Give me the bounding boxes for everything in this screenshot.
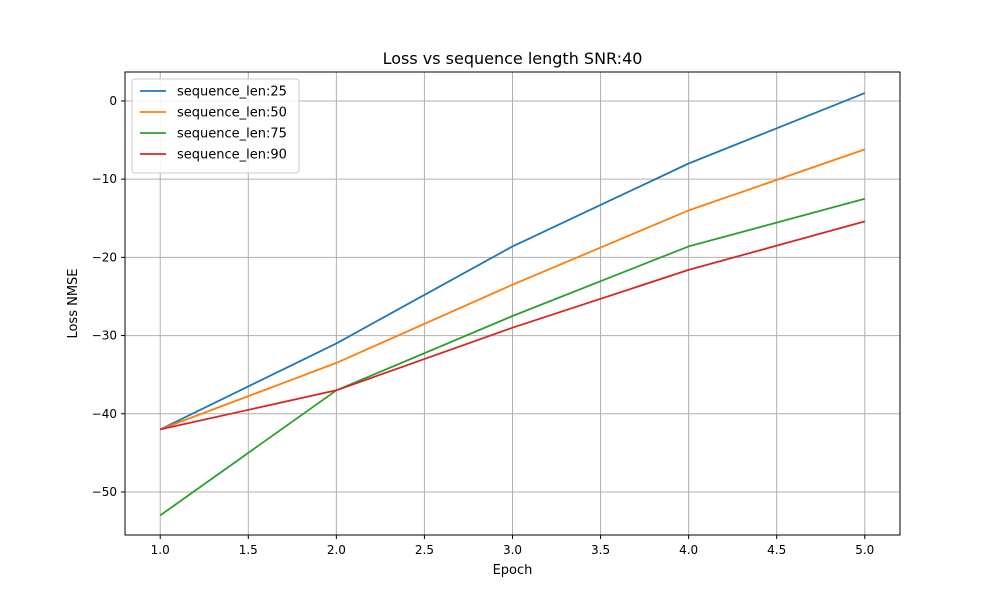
x-axis-ticks: 1.0 1.5 2.0 2.5 3.0 3.5 4.0 4.5 5.0 — [151, 535, 874, 557]
y-tick-label: −30 — [92, 329, 117, 343]
y-tick-label: 0 — [109, 94, 117, 108]
legend-label: sequence_len:25 — [177, 85, 287, 100]
y-tick-label: −10 — [92, 172, 117, 186]
x-tick-label: 3.5 — [591, 543, 610, 557]
legend-label: sequence_len:90 — [177, 148, 287, 163]
x-tick-label: 1.5 — [239, 543, 258, 557]
chart-title: Loss vs sequence length SNR:40 — [383, 49, 643, 68]
x-tick-label: 5.0 — [855, 543, 874, 557]
y-axis-label: Loss NMSE — [66, 268, 81, 338]
x-tick-label: 2.5 — [415, 543, 434, 557]
x-tick-label: 2.0 — [327, 543, 346, 557]
y-tick-label: −20 — [92, 250, 117, 264]
series-line — [160, 220, 866, 431]
x-axis-label: Epoch — [493, 563, 533, 578]
y-axis-ticks: −50 −40 −30 −20 −10 0 — [92, 94, 125, 499]
legend-box — [131, 78, 300, 174]
series-line — [159, 148, 866, 431]
legend: sequence_len:25 sequence_len:50 sequence_l… — [131, 78, 300, 174]
x-tick-label: 4.0 — [679, 543, 698, 557]
y-tick-label: −50 — [92, 485, 117, 499]
x-tick-label: 4.5 — [767, 543, 786, 557]
series-line — [159, 92, 866, 431]
x-tick-label: 3.0 — [503, 543, 522, 557]
x-tick-label: 1.0 — [151, 543, 170, 557]
y-tick-label: −40 — [92, 407, 117, 421]
grid — [125, 72, 900, 535]
legend-label: sequence_len:75 — [177, 127, 287, 142]
series-line — [159, 197, 866, 517]
series-lines — [159, 92, 866, 517]
legend-label: sequence_len:50 — [177, 106, 287, 121]
